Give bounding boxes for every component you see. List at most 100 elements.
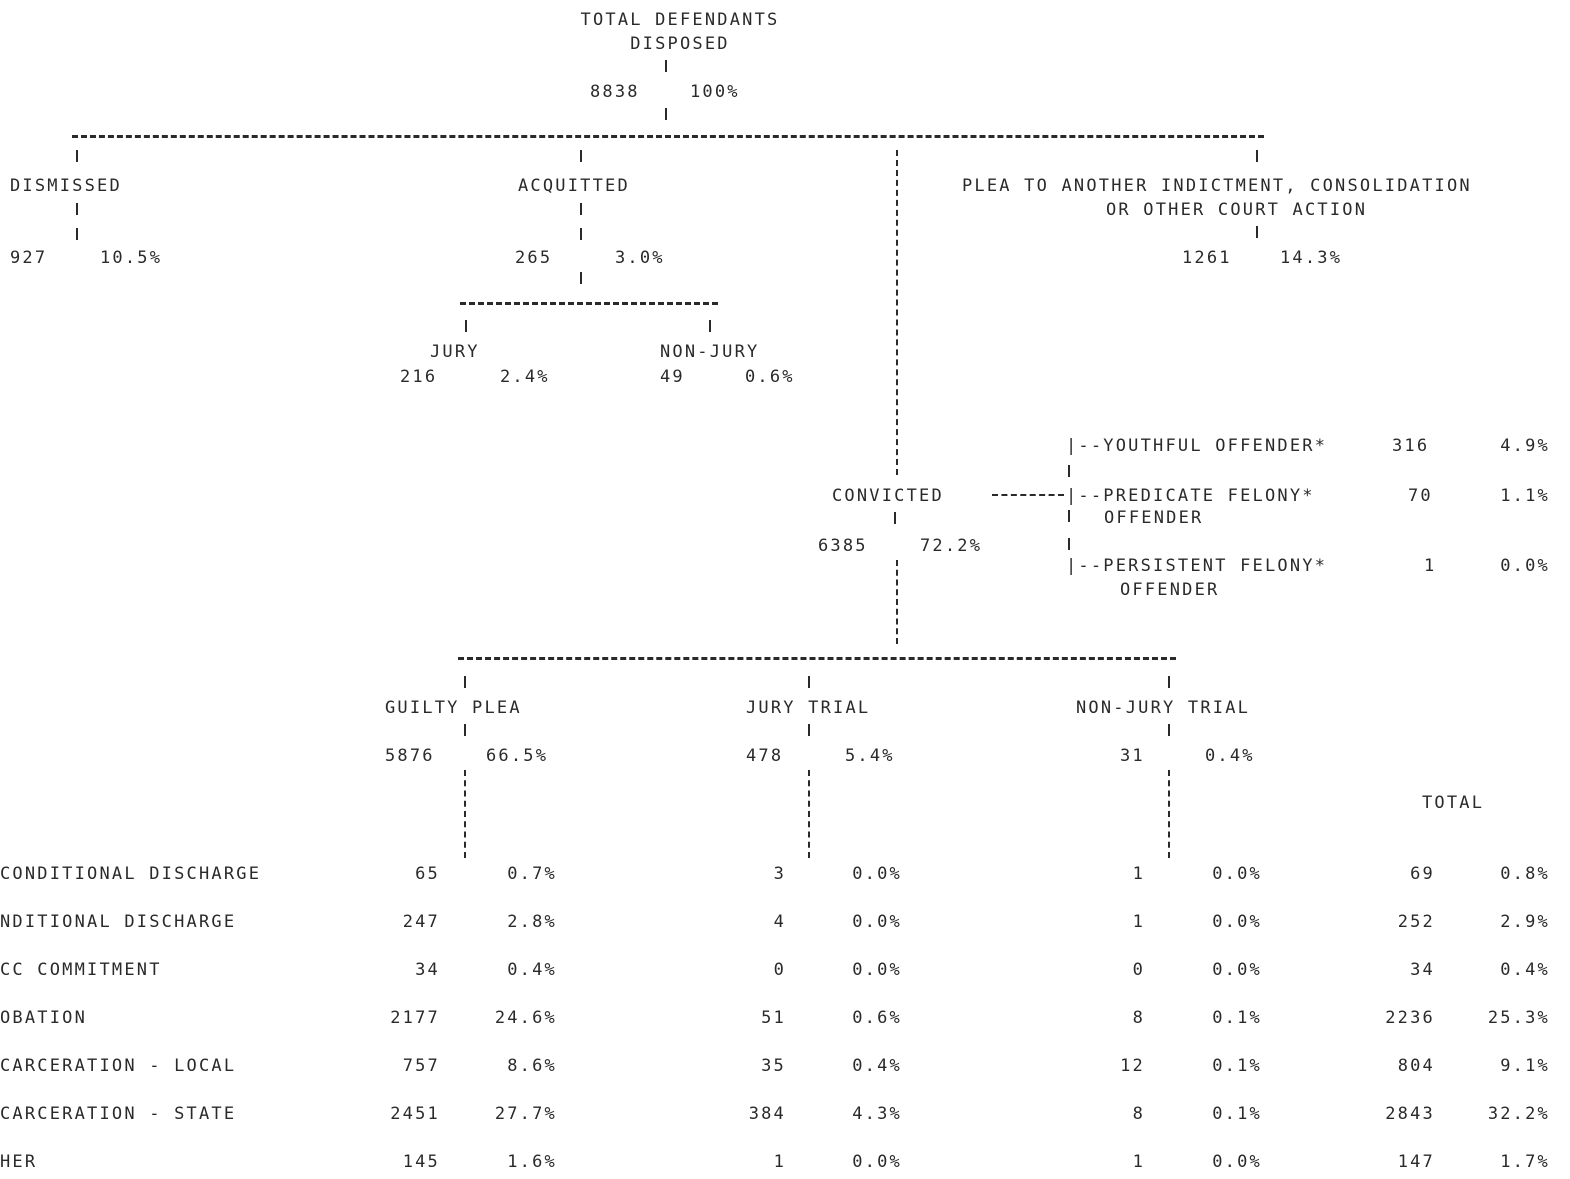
guilty-plea-pct: 27.7% <box>494 1104 557 1124</box>
connector-tick <box>465 320 467 332</box>
total-pct: 25.3% <box>1487 1008 1550 1028</box>
nonjury-trial-value: 12 <box>1120 1056 1145 1076</box>
connector-tick <box>580 203 582 215</box>
acquitted-nonjury-count: 49 <box>660 367 685 387</box>
persistent-offender-label: |--PERSISTENT FELONY* <box>1066 556 1328 576</box>
connector-tick <box>1256 226 1258 238</box>
guilty-plea-value: 2177 <box>390 1008 440 1028</box>
youthful-offender-label: |--YOUTHFUL OFFENDER* <box>1066 436 1328 456</box>
total-value: 147 <box>1397 1152 1435 1172</box>
guilty-plea-value: 65 <box>415 864 440 884</box>
guilty-plea-label: GUILTY PLEA <box>385 698 522 718</box>
connector-tick <box>1068 510 1070 522</box>
connector-tick <box>665 60 667 72</box>
guilty-plea-pct: 24.6% <box>494 1008 557 1028</box>
connector-tick <box>580 150 582 162</box>
nonjury-trial-value: 8 <box>1132 1104 1145 1124</box>
total-pct: 2.9% <box>1500 912 1550 932</box>
connector-tick <box>1168 724 1170 736</box>
nonjury-trial-pct: 0.0% <box>1212 1152 1262 1172</box>
connector-tick <box>665 108 667 120</box>
guilty-plea-count: 5876 <box>385 746 435 766</box>
predicate-offender-pct: 1.1% <box>1500 486 1550 506</box>
total-value: 2843 <box>1385 1104 1435 1124</box>
guilty-plea-pct: 1.6% <box>507 1152 557 1172</box>
jury-trial-pct: 0.0% <box>852 864 902 884</box>
youthful-offender-pct: 4.9% <box>1500 436 1550 456</box>
jury-trial-value: 35 <box>761 1056 786 1076</box>
convicted-pct: 72.2% <box>920 536 983 556</box>
connector-tick <box>1068 465 1070 477</box>
jury-trial-value: 1 <box>773 1152 786 1172</box>
acquitted-label: ACQUITTED <box>518 176 630 196</box>
plea-other-line2: OR OTHER COURT ACTION <box>1106 200 1368 220</box>
guilty-plea-pct: 2.8% <box>507 912 557 932</box>
nonjury-trial-value: 1 <box>1132 864 1145 884</box>
plea-other-line1: PLEA TO ANOTHER INDICTMENT, CONSOLIDATIO… <box>962 176 1472 196</box>
convicted-offender-connector <box>992 494 1064 496</box>
convicted-branch-line <box>458 657 1176 660</box>
root-title-line2: DISPOSED <box>630 34 730 54</box>
acquitted-jury-label: JURY <box>430 342 480 362</box>
connector-tick <box>580 272 582 284</box>
predicate-offender-label: |--PREDICATE FELONY* <box>1066 486 1315 506</box>
guilty-plea-pct: 66.5% <box>486 746 549 766</box>
jury-trial-value: 4 <box>773 912 786 932</box>
row-label: OBATION <box>0 1008 88 1028</box>
connector-tick <box>1256 150 1258 162</box>
jury-trial-label: JURY TRIAL <box>746 698 871 718</box>
acquitted-jury-pct: 2.4% <box>500 367 550 387</box>
nonjury-trial-pct: 0.0% <box>1212 912 1262 932</box>
guilty-plea-pct: 0.7% <box>507 864 557 884</box>
nonjury-trial-pct: 0.0% <box>1212 864 1262 884</box>
guilty-plea-value: 2451 <box>390 1104 440 1124</box>
jury-trial-pct: 0.0% <box>852 912 902 932</box>
jury-trial-pct: 4.3% <box>852 1104 902 1124</box>
total-value: 804 <box>1397 1056 1435 1076</box>
jury-trial-pct: 5.4% <box>845 746 895 766</box>
total-pct: 0.8% <box>1500 864 1550 884</box>
guilty-plea-down-line <box>464 770 466 858</box>
total-header: TOTAL <box>1422 793 1485 813</box>
jury-trial-value: 3 <box>773 864 786 884</box>
jury-trial-value: 51 <box>761 1008 786 1028</box>
dismissed-label: DISMISSED <box>10 176 122 196</box>
connector-tick <box>464 724 466 736</box>
guilty-plea-value: 757 <box>402 1056 440 1076</box>
connector-tick <box>1168 676 1170 688</box>
jury-trial-pct: 0.0% <box>852 1152 902 1172</box>
nonjury-trial-pct: 0.0% <box>1212 960 1262 980</box>
root-pct: 100% <box>690 82 740 102</box>
predicate-offender-count: 70 <box>1408 486 1433 506</box>
acquitted-pct: 3.0% <box>615 248 665 268</box>
predicate-offender-label2: OFFENDER <box>1104 508 1204 528</box>
connector-tick <box>808 676 810 688</box>
convicted-trunk-line <box>896 150 898 475</box>
connector-tick <box>894 512 896 524</box>
nonjury-trial-count: 31 <box>1120 746 1145 766</box>
connector-tick <box>76 203 78 215</box>
youthful-offender-count: 316 <box>1392 436 1430 456</box>
row-label: NDITIONAL DISCHARGE <box>0 912 237 932</box>
root-branch-line <box>72 135 1264 138</box>
persistent-offender-label2: OFFENDER <box>1120 580 1220 600</box>
nonjury-trial-pct: 0.1% <box>1212 1104 1262 1124</box>
row-label: CARCERATION - STATE <box>0 1104 237 1124</box>
convicted-label: CONVICTED <box>832 486 944 506</box>
row-label: CARCERATION - LOCAL <box>0 1056 237 1076</box>
acquitted-nonjury-pct: 0.6% <box>745 367 795 387</box>
jury-trial-count: 478 <box>746 746 784 766</box>
total-pct: 9.1% <box>1500 1056 1550 1076</box>
guilty-plea-value: 247 <box>402 912 440 932</box>
guilty-plea-value: 34 <box>415 960 440 980</box>
total-pct: 0.4% <box>1500 960 1550 980</box>
nonjury-trial-pct: 0.4% <box>1205 746 1255 766</box>
connector-tick <box>76 150 78 162</box>
nonjury-trial-value: 8 <box>1132 1008 1145 1028</box>
jury-trial-pct: 0.4% <box>852 1056 902 1076</box>
total-pct: 1.7% <box>1500 1152 1550 1172</box>
connector-tick <box>580 228 582 240</box>
total-value: 2236 <box>1385 1008 1435 1028</box>
total-pct: 32.2% <box>1487 1104 1550 1124</box>
nonjury-trial-down-line <box>1168 770 1170 858</box>
